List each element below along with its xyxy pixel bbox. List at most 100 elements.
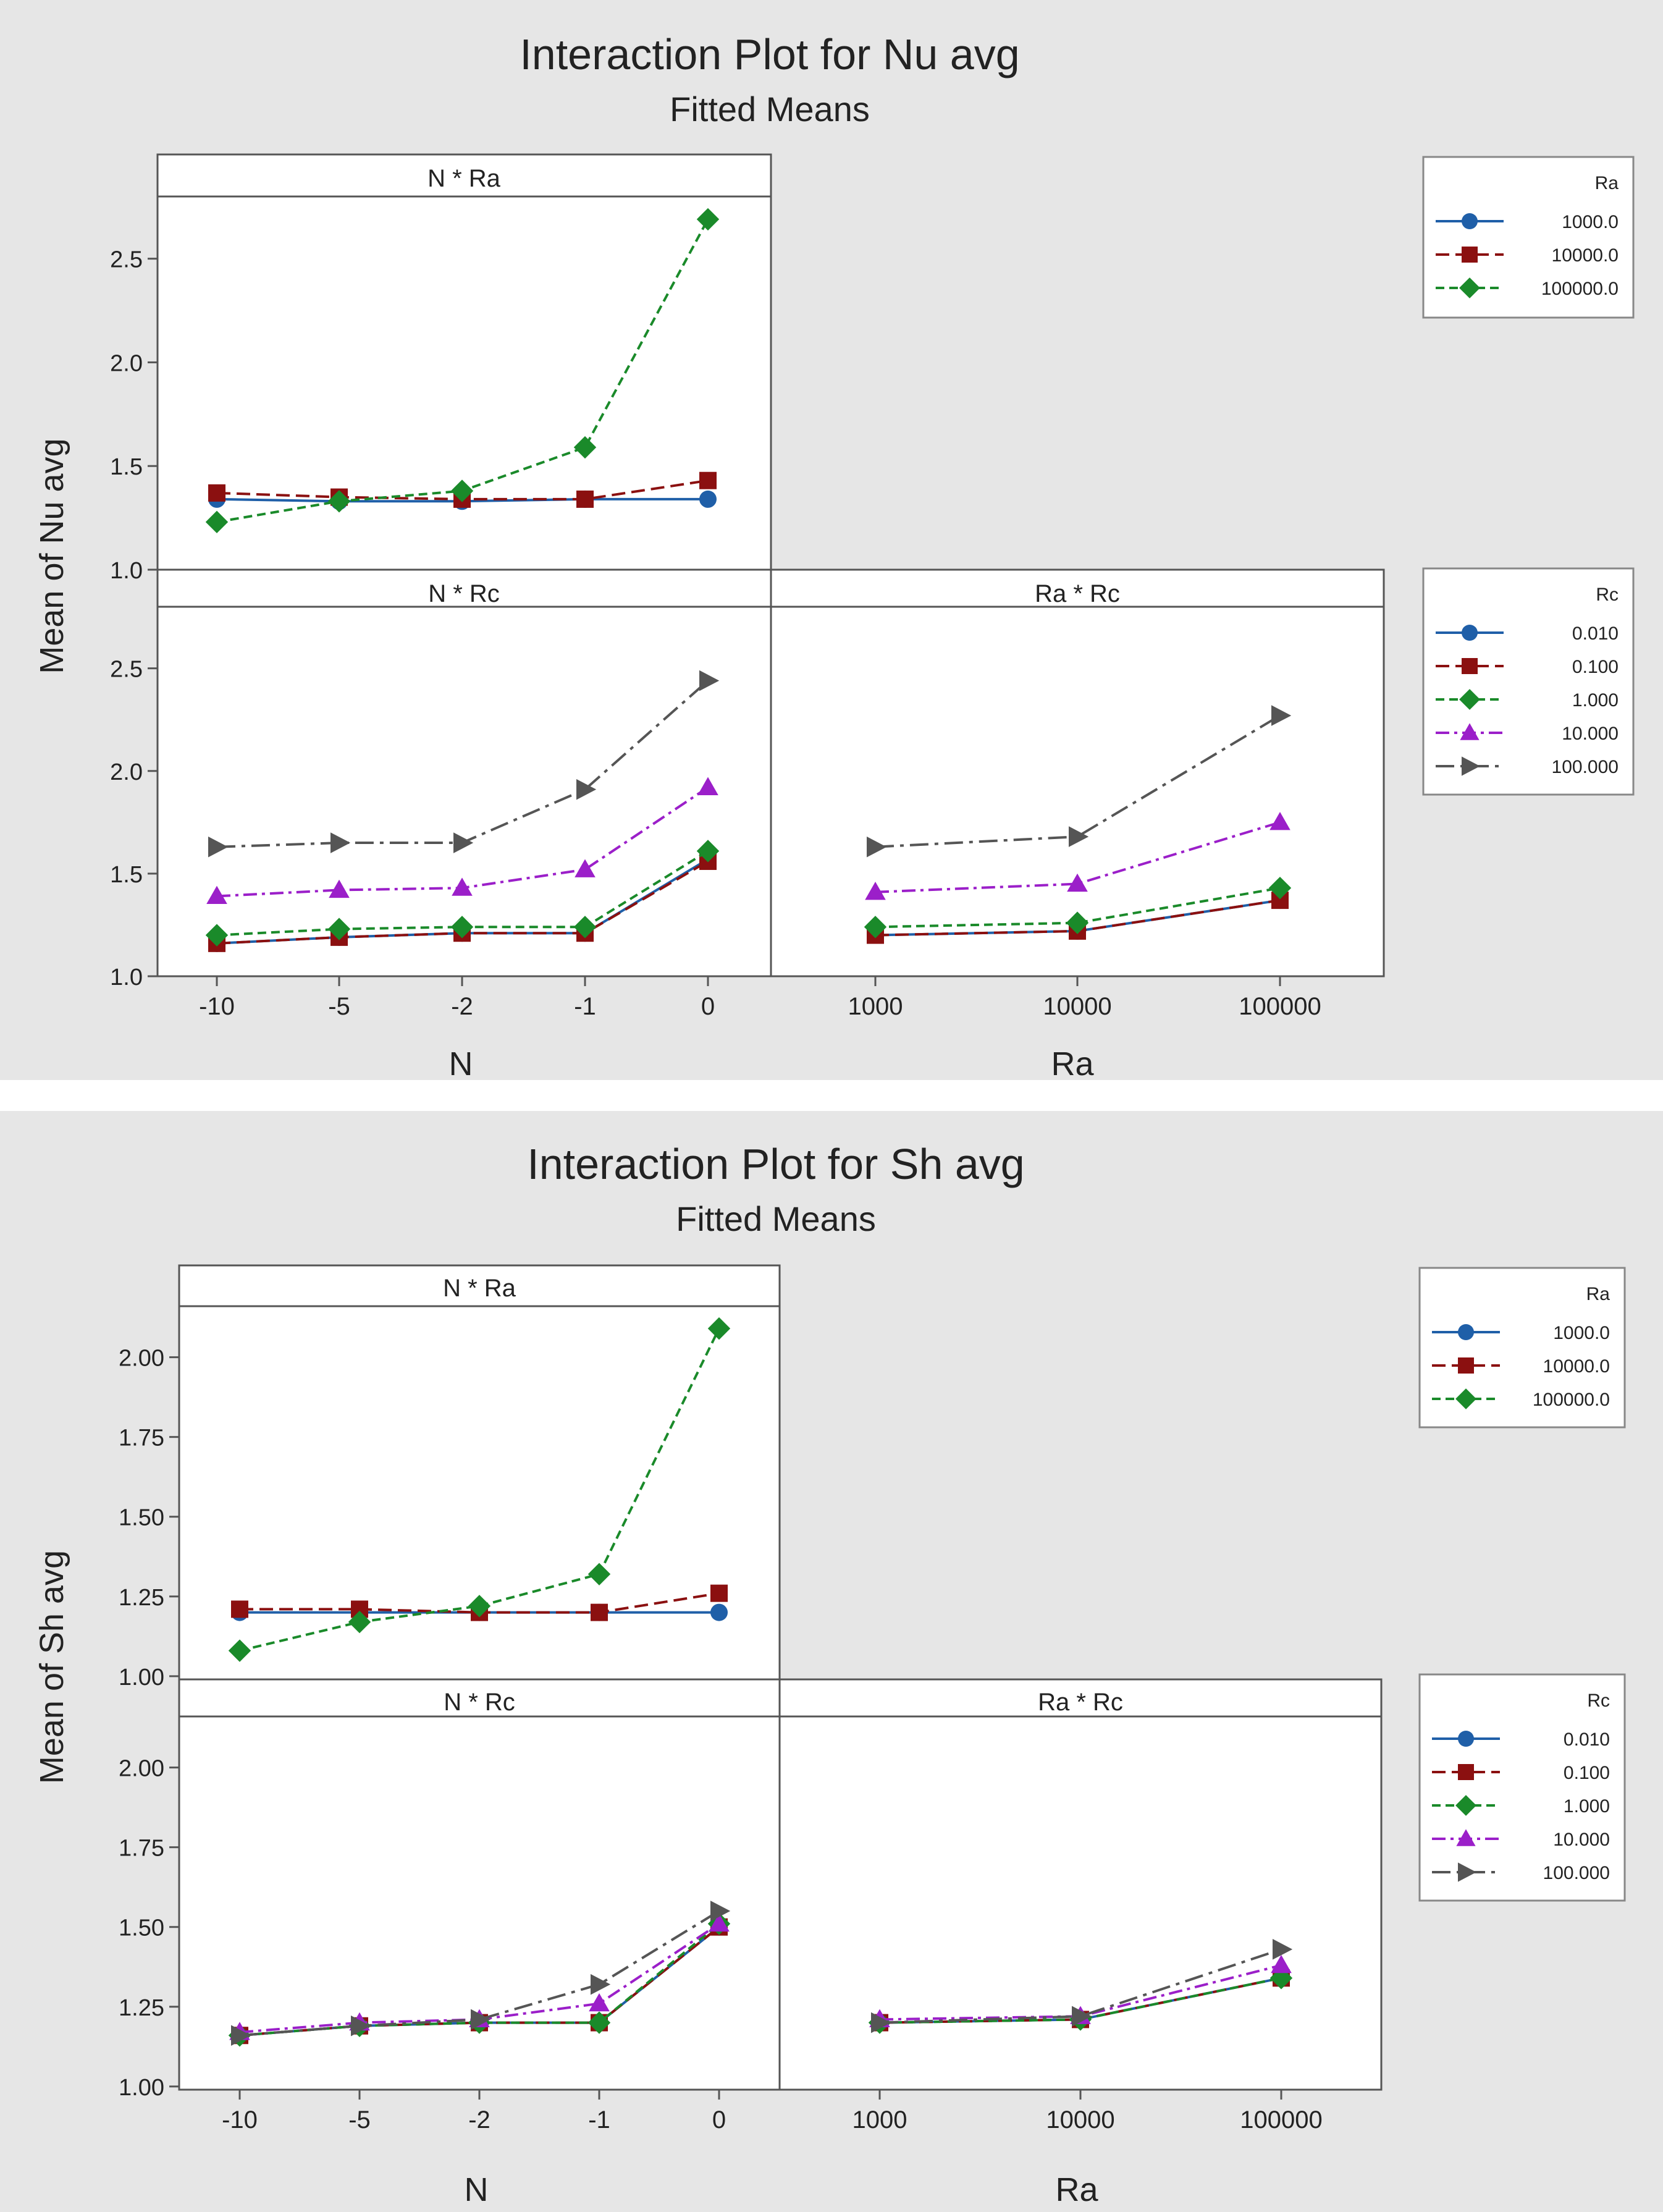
panel-n-rc: N * Rc 1.01.52.02.5 -10 -5 -2 -1 0 — [110, 568, 772, 1020]
panel-title-ra-rc: Ra * Rc — [1035, 580, 1120, 607]
y-tick-label: 1.75 — [119, 1836, 164, 1862]
legend-ra: Ra 1000.0 10000.0 100000.0 — [1422, 156, 1635, 319]
legend-box — [1422, 567, 1635, 796]
data-point — [696, 208, 720, 231]
legend-marker — [1462, 247, 1478, 263]
panel-title-n-rc: N * Rc — [444, 1689, 515, 1716]
legend-label: 1.000 — [1572, 690, 1619, 711]
data-point — [450, 916, 474, 939]
data-point — [1268, 876, 1292, 900]
data-point — [871, 2012, 891, 2033]
data-point — [327, 490, 351, 513]
y-axis-top: 1.00 1.25 1.50 1.75 2.00 — [119, 1346, 179, 1691]
chart-title: Interaction Plot for Sh avg — [527, 1140, 1024, 1188]
data-point — [573, 916, 597, 939]
series-line-100_000 — [875, 714, 1281, 848]
legend-box — [1422, 156, 1635, 319]
data-point — [450, 479, 474, 502]
y-axis-label: Mean of Sh avg — [33, 1550, 70, 1784]
x-tick-label: -5 — [328, 993, 350, 1020]
panel-n-rc: N * Rc 1.001.251.501.752.00 -10 -5 -2 -1 0 — [119, 1678, 781, 2134]
panel-title-n-ra: N * Ra — [443, 1275, 516, 1302]
panel-title-n-ra: N * Ra — [427, 165, 501, 192]
y-tick-label: 1.75 — [119, 1425, 164, 1451]
nu-avg-chart: Interaction Plot for Nu avg Fitted Means… — [33, 30, 1635, 1080]
x-tick-label: -10 — [199, 993, 235, 1020]
data-point — [468, 1595, 491, 1618]
legend-marker — [1462, 625, 1478, 641]
x-tick-label: -2 — [468, 2106, 490, 2134]
legend-marker — [1458, 1862, 1476, 1882]
legend-marker — [1458, 1731, 1474, 1747]
data-point — [591, 1603, 608, 1621]
panel-n-ra: N * Ra 1.00 1.25 1.50 1.75 2.00 — [119, 1264, 781, 1691]
y-tick-label: 1.00 — [119, 2075, 164, 2101]
data-point — [576, 779, 597, 800]
data-point — [576, 490, 594, 508]
data-point — [330, 832, 351, 853]
legend-label: 100.000 — [1543, 1863, 1610, 1883]
data-point — [587, 2011, 611, 2034]
x-axis-label-ra: Ra — [1051, 1045, 1094, 1080]
data-point — [573, 436, 597, 459]
data-point — [452, 877, 473, 896]
legend-title: Rc — [1587, 1691, 1610, 1711]
chart-subtitle: Fitted Means — [676, 1199, 876, 1238]
data-point — [327, 918, 351, 940]
panel-ra-rc: Ra * Rc 1000 10000 100000 — [770, 568, 1385, 1020]
data-point — [864, 916, 887, 939]
legend-label: 10.000 — [1562, 724, 1619, 744]
legend-label: 10000.0 — [1552, 245, 1619, 266]
data-point — [228, 1639, 251, 1662]
data-point — [696, 840, 720, 863]
data-point — [587, 1563, 611, 1585]
series-line-100000_0 — [239, 1328, 720, 1652]
data-point — [1072, 2006, 1092, 2027]
y-tick-label: 1.0 — [110, 558, 143, 584]
data-point — [205, 510, 229, 534]
data-point — [709, 1913, 730, 1932]
data-point — [329, 879, 350, 898]
legend-marker — [1455, 1388, 1476, 1409]
x-tick-label: 10000 — [1043, 993, 1111, 1020]
data-point — [1069, 826, 1089, 847]
data-point — [205, 924, 229, 947]
y-tick-label: 2.5 — [110, 657, 143, 683]
data-point — [591, 1973, 611, 1995]
data-point — [699, 490, 717, 508]
data-point — [710, 1901, 731, 1922]
chart-subtitle: Fitted Means — [670, 90, 870, 129]
panel-n-ra: N * Ra 1.0 1.5 2.0 2.5 — [110, 153, 772, 584]
x-tick-label: 0 — [712, 2106, 726, 2134]
x-tick-label: -1 — [574, 993, 596, 1020]
legend-marker — [1460, 723, 1480, 740]
y-tick-label: 1.0 — [110, 965, 143, 990]
data-point — [699, 471, 717, 489]
data-point — [1269, 812, 1290, 830]
legend-label: 1000.0 — [1562, 212, 1619, 232]
legend-label: 1000.0 — [1553, 1323, 1610, 1343]
legend-marker — [1458, 1324, 1474, 1340]
data-point — [231, 1600, 248, 1618]
panel-ra-rc: Ra * Rc 1000 10000 100000 — [778, 1678, 1383, 2134]
legend-label: 100000.0 — [1533, 1390, 1610, 1410]
legend-title: Ra — [1586, 1284, 1610, 1304]
y-tick-label: 1.00 — [119, 1665, 164, 1691]
data-point — [206, 885, 227, 905]
legend-marker — [1456, 1829, 1476, 1846]
y-tick-label: 1.25 — [119, 1995, 164, 2021]
nu-avg-figure: Interaction Plot for Nu avg Fitted Means… — [0, 0, 1663, 1080]
legend-label: 0.100 — [1572, 657, 1619, 677]
y-tick-label: 1.50 — [119, 1505, 164, 1531]
data-point — [1067, 873, 1088, 892]
data-point — [697, 777, 718, 795]
data-point — [1273, 1939, 1293, 1960]
sh-avg-chart: Interaction Plot for Sh avg Fitted Means… — [33, 1140, 1626, 2208]
legend-box — [1418, 1673, 1626, 1902]
x-axis-label-ra: Ra — [1055, 2171, 1098, 2208]
x-tick-label: 0 — [701, 993, 715, 1020]
legend-title: Ra — [1595, 173, 1619, 193]
legend-marker — [1458, 1764, 1474, 1780]
legend-marker — [1459, 277, 1480, 298]
legend-ra: Ra 1000.0 10000.0 100000.0 — [1418, 1267, 1626, 1429]
